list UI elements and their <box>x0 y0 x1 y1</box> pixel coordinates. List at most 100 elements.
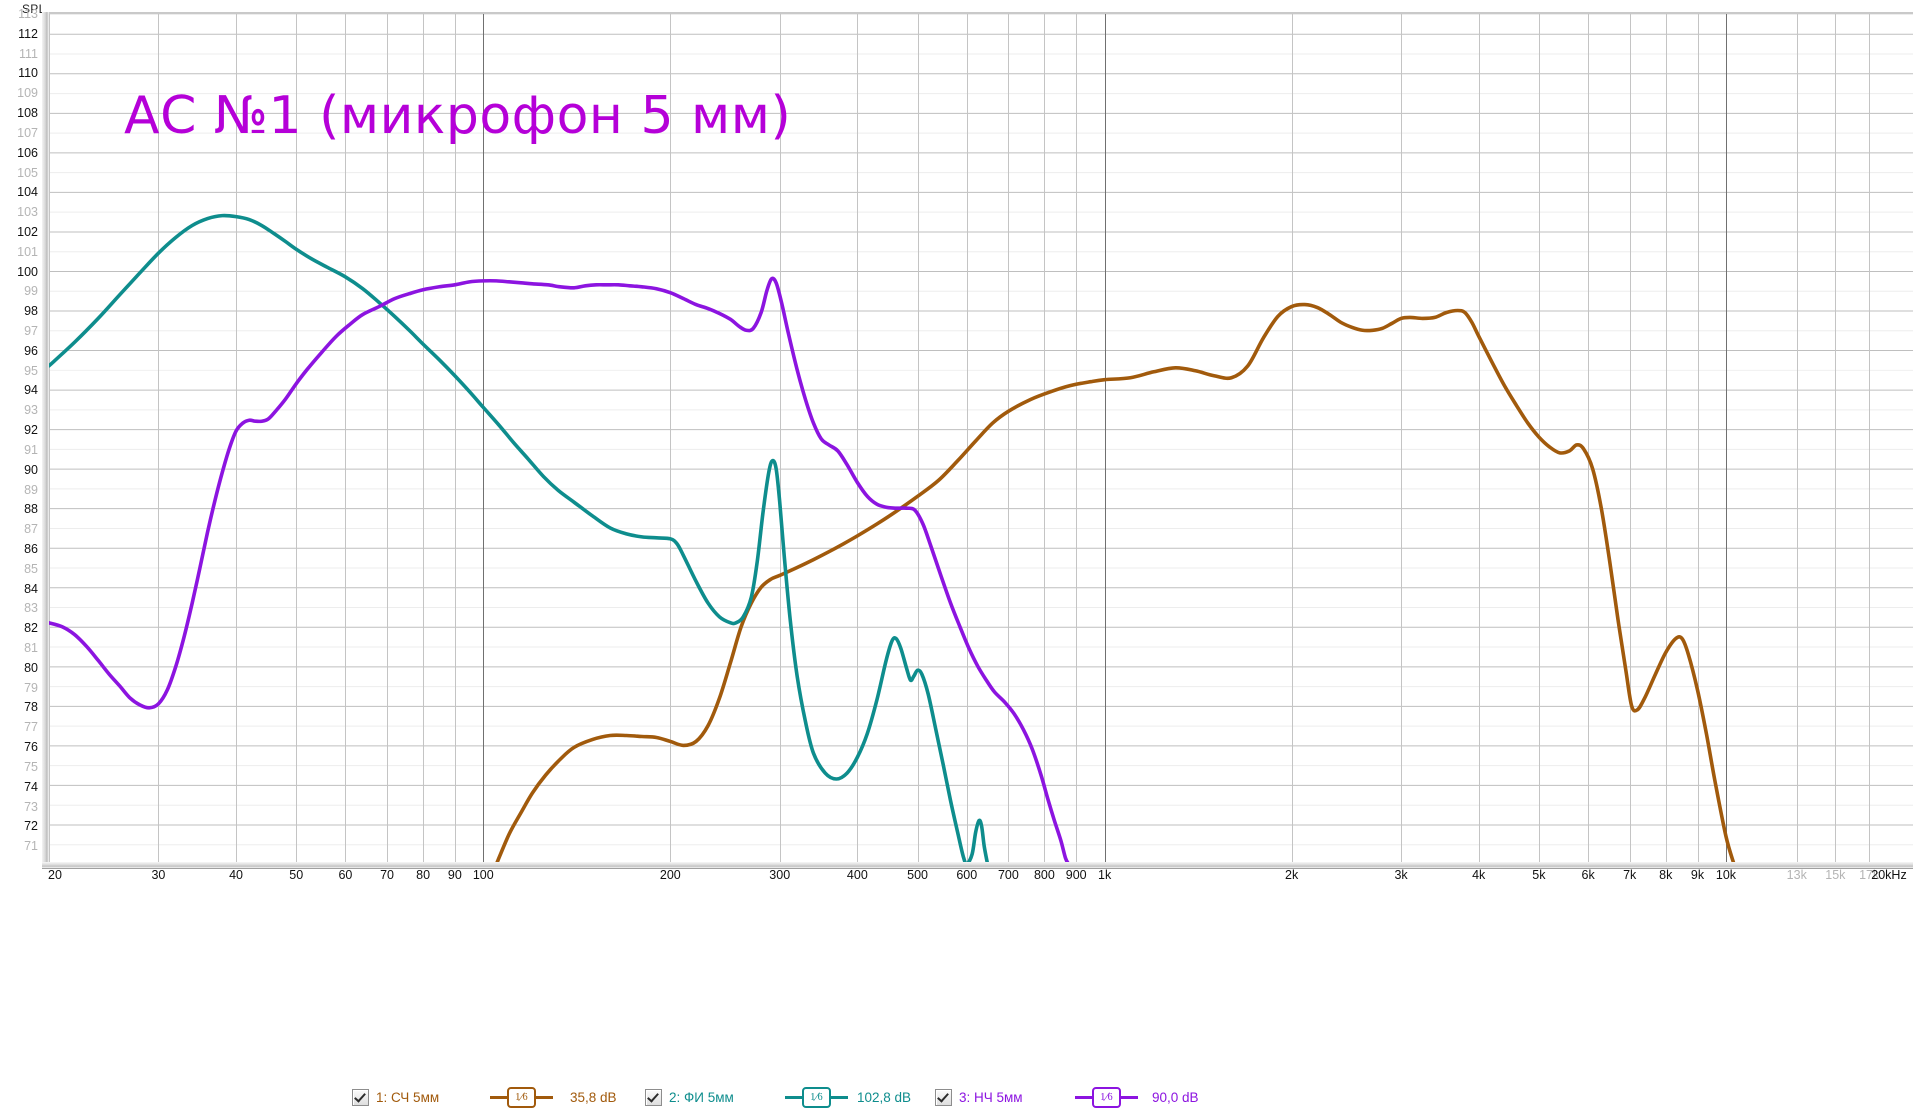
smoothing-value-2: 1 ⁄ 6 <box>802 1087 831 1108</box>
x-axis-tick-80: 80 <box>416 868 431 882</box>
smoothing-badge-2[interactable]: 1 ⁄ 6 <box>785 1087 848 1108</box>
series-line-3 <box>49 276 1071 864</box>
y-axis-tick-89: 89 <box>24 482 38 497</box>
line-sample-left-3 <box>1075 1096 1092 1099</box>
y-axis-tick-98: 98 <box>24 303 38 318</box>
line-sample-left-1 <box>490 1096 507 1099</box>
y-axis-tick-93: 93 <box>24 403 38 418</box>
x-axis-tick-40: 40 <box>229 868 243 882</box>
checkbox-series-1[interactable] <box>352 1089 369 1106</box>
y-axis-tick-86: 86 <box>24 541 38 556</box>
smoothing-badge-1[interactable]: 1 ⁄ 6 <box>490 1087 553 1108</box>
y-axis-tick-107: 107 <box>17 125 38 140</box>
x-axis-tick-9k: 9k <box>1690 868 1705 882</box>
legend-entry-1[interactable]: 1: СЧ 5мм <box>352 1089 439 1106</box>
y-axis-tick-87: 87 <box>24 521 38 536</box>
y-axis-tick-72: 72 <box>24 819 38 834</box>
x-axis-tick-60: 60 <box>338 868 353 882</box>
y-axis-tick-77: 77 <box>24 720 38 735</box>
x-axis-tick-600: 600 <box>956 868 978 882</box>
checkbox-series-2[interactable] <box>645 1089 662 1106</box>
x-axis-tick-500: 500 <box>907 868 929 882</box>
x-axis-tick-50: 50 <box>289 868 304 882</box>
x-axis-tick-900: 900 <box>1065 868 1087 882</box>
y-axis-tick-101: 101 <box>17 244 38 259</box>
x-axis-tick-20: 20 <box>48 868 62 882</box>
x-axis: 20 30 40 50 60 70 80 90 100 200 300 400 500 600 700 800… <box>0 869 1920 893</box>
series-line-1 <box>494 302 1736 864</box>
y-axis-tick-111: 111 <box>18 46 38 61</box>
y-axis-tick-91: 91 <box>24 442 38 457</box>
smoothing-value-3: 1 ⁄ 6 <box>1092 1087 1121 1108</box>
legend: 1: СЧ 5мм 1 ⁄ 6 35,8 dB 2: ФИ 5мм 1 ⁄ 6 102,8 dB 3… <box>0 1082 1920 1113</box>
y-axis-tick-97: 97 <box>24 323 38 338</box>
line-sample-right-3 <box>1120 1096 1138 1099</box>
y-axis-tick-92: 92 <box>24 422 38 437</box>
y-axis-tick-82: 82 <box>24 620 38 635</box>
plot-area[interactable] <box>49 12 1913 864</box>
level-value-2: 102,8 dB <box>857 1090 912 1105</box>
legend-label-3: 3: НЧ 5мм <box>959 1090 1023 1105</box>
x-axis-tick-4k: 4k <box>1472 868 1486 882</box>
checkbox-series-3[interactable] <box>935 1089 952 1106</box>
x-axis-tick-700: 700 <box>997 868 1019 882</box>
y-axis-tick-80: 80 <box>24 660 38 675</box>
x-axis-tick-30: 30 <box>151 868 166 882</box>
x-axis-tick-3k: 3k <box>1394 868 1408 882</box>
legend-entry-3[interactable]: 3: НЧ 5мм <box>935 1089 1023 1106</box>
y-axis-tick-106: 106 <box>17 145 38 160</box>
y-axis-tick-96: 96 <box>24 343 38 358</box>
y-axis-tick-76: 76 <box>24 739 38 754</box>
y-axis-tick-109: 109 <box>17 86 38 100</box>
x-axis-tick-8k: 8k <box>1659 868 1673 882</box>
y-axis-tick-84: 84 <box>24 581 38 596</box>
y-axis-tick-102: 102 <box>17 224 38 239</box>
y-axis-tick-103: 103 <box>17 204 38 219</box>
x-axis-tick-400: 400 <box>846 868 868 882</box>
x-axis-tick-1k: 1k <box>1098 868 1112 882</box>
smoothing-value-1: 1 ⁄ 6 <box>507 1087 536 1108</box>
y-axis-tick-85: 85 <box>24 561 38 576</box>
x-axis-tick-13k: 13k <box>1786 868 1807 882</box>
y-axis-tick-74: 74 <box>24 779 38 794</box>
y-axis-tick-75: 75 <box>24 759 38 774</box>
y-axis-title: SPL <box>22 2 46 16</box>
page-title: АС №1 (микрофон 5 мм) <box>124 86 792 146</box>
y-axis-tick-105: 105 <box>17 165 38 180</box>
x-axis-tick-17k: 17k <box>1859 868 1880 882</box>
y-axis-tick-71: 71 <box>24 838 38 853</box>
y-axis-tick-90: 90 <box>24 462 38 477</box>
y-axis-tick-104: 104 <box>17 185 38 200</box>
y-axis-tick-88: 88 <box>24 502 38 517</box>
plot-canvas <box>49 14 1913 864</box>
series-line-2 <box>49 213 990 864</box>
y-axis-tick-113: 113 <box>18 6 38 21</box>
x-axis-tick-10k: 10k <box>1715 868 1737 882</box>
y-axis-tick-79: 79 <box>24 680 38 695</box>
x-axis-tick-300: 300 <box>769 868 791 882</box>
x-axis-tick-2k: 2k <box>1285 868 1299 882</box>
y-axis-tick-108: 108 <box>17 105 38 120</box>
legend-label-2: 2: ФИ 5мм <box>669 1090 734 1105</box>
y-axis-tick-110: 110 <box>18 66 38 81</box>
x-axis-tick-800: 800 <box>1033 868 1055 882</box>
line-sample-left-2 <box>785 1096 802 1099</box>
y-axis-tick-99: 99 <box>24 284 38 299</box>
y-axis-tick-112: 112 <box>18 26 38 41</box>
line-sample-right-2 <box>830 1096 848 1099</box>
y-axis-tick-83: 83 <box>24 601 38 616</box>
line-sample-right-1 <box>535 1096 553 1099</box>
x-axis-tick-20kHz: 20kHz <box>1871 868 1907 882</box>
x-axis-tick-6k: 6k <box>1581 868 1595 882</box>
legend-entry-2[interactable]: 2: ФИ 5мм <box>645 1089 734 1106</box>
level-value-1: 35,8 dB <box>570 1090 617 1105</box>
x-axis-bevel <box>42 862 1913 869</box>
x-axis-tick-90: 90 <box>447 868 462 882</box>
level-value-3: 90,0 dB <box>1152 1090 1199 1105</box>
legend-label-1: 1: СЧ 5мм <box>376 1090 440 1105</box>
y-axis-tick-81: 81 <box>24 640 38 655</box>
y-axis-tick-73: 73 <box>24 799 38 814</box>
smoothing-badge-3[interactable]: 1 ⁄ 6 <box>1075 1087 1138 1108</box>
x-axis-tick-5k: 5k <box>1532 868 1546 882</box>
